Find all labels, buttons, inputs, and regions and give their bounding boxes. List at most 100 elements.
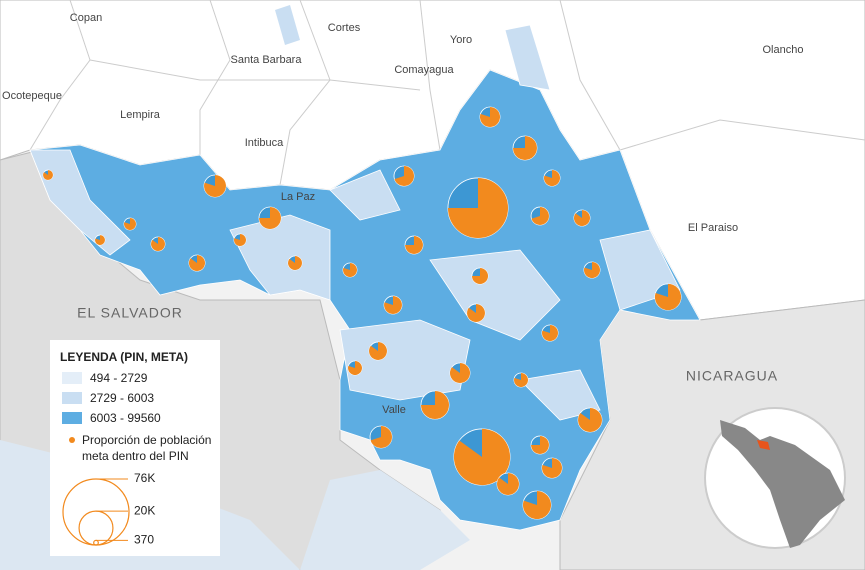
pie-slice [541, 324, 559, 342]
legend-label: meta dentro del PIN [82, 449, 189, 463]
department-borders [29, 0, 865, 186]
pie-slice [394, 165, 415, 187]
pie [258, 206, 282, 230]
place-label: Intibuca [245, 137, 284, 149]
pie [654, 283, 682, 311]
legend-size-label: 20K [134, 503, 155, 517]
place-labels: Copan Cortes Yoro Olancho Santa Barbara … [2, 12, 803, 416]
pie [383, 295, 403, 315]
pie [347, 360, 363, 376]
pie [150, 236, 166, 252]
pie-slice [543, 169, 561, 187]
legend-size-label: 370 [134, 533, 154, 547]
pie [577, 407, 603, 433]
pie [530, 206, 550, 226]
place-label: Cortes [328, 22, 361, 34]
pie-slice [384, 296, 402, 314]
pie [393, 165, 415, 187]
pie-slice [234, 234, 246, 246]
pie [42, 169, 54, 181]
legend-dot [69, 437, 75, 443]
legend-title: LEYENDA (PIN, META) [60, 350, 188, 364]
place-label: Valle [382, 404, 406, 416]
pie [522, 490, 552, 520]
place-label: Lempira [120, 109, 161, 121]
pie-slice [420, 390, 450, 420]
place-label: Ocotepeque [2, 90, 62, 102]
pie-slice [95, 235, 105, 245]
pie [543, 169, 561, 187]
pie-slice [578, 408, 602, 432]
pie [479, 106, 501, 128]
pie-slice [449, 362, 471, 384]
pie-slice [343, 263, 357, 277]
pie [583, 261, 601, 279]
pie [404, 235, 424, 255]
pie [342, 262, 358, 278]
pie [453, 428, 511, 486]
pie [233, 233, 247, 247]
pie [496, 472, 520, 496]
pie-slice [453, 428, 511, 486]
pie-slice [370, 426, 392, 448]
pie-slice [583, 261, 601, 279]
pie [420, 390, 450, 420]
pie [94, 234, 106, 246]
country-label: NICARAGUA [686, 368, 778, 384]
pie [530, 435, 550, 455]
pie [123, 217, 137, 231]
legend: LEYENDA (PIN, META) 494 - 2729 2729 - 60… [50, 340, 220, 556]
pie [471, 267, 489, 285]
pie [368, 341, 388, 361]
pie-slice [204, 175, 226, 197]
pie-slice [43, 170, 53, 180]
pie-slice [573, 209, 591, 227]
pie-slice [654, 283, 682, 311]
legend-swatch [62, 372, 82, 384]
pie-slice [348, 361, 362, 375]
pie [188, 254, 206, 272]
pie-slice [513, 136, 537, 160]
pie [541, 324, 559, 342]
pie [573, 209, 591, 227]
legend-label: 494 - 2729 [90, 371, 148, 385]
country-label: EL SALVADOR [77, 305, 183, 321]
pie-slice [259, 207, 281, 229]
pie-slice [369, 342, 387, 360]
pies [42, 106, 682, 520]
pie [449, 362, 471, 384]
region-high [29, 69, 701, 531]
legend-swatch [62, 412, 82, 424]
place-label: El Paraiso [688, 222, 738, 234]
gulf [300, 470, 470, 570]
pie-slice [497, 473, 519, 495]
pie [512, 135, 538, 161]
place-label: Comayagua [394, 64, 454, 76]
pie-slice [541, 457, 563, 479]
pie [287, 255, 303, 271]
place-label: Santa Barbara [231, 54, 303, 66]
place-label: La Paz [281, 191, 315, 203]
pie [466, 303, 486, 323]
legend-label: Proporción de población [82, 433, 211, 447]
pie-slice [531, 207, 549, 225]
pie-slice [471, 267, 489, 285]
place-label: Yoro [450, 34, 472, 46]
legend-label: 6003 - 99560 [90, 411, 161, 425]
pie-slice [124, 218, 136, 230]
pie [203, 174, 227, 198]
legend-sizes: 76K 20K 370 [62, 471, 155, 547]
pie-slice [447, 177, 509, 239]
legend-size-label: 76K [134, 471, 155, 485]
pie-slice [467, 304, 485, 322]
pie-slice [188, 254, 206, 272]
pie-slice [522, 490, 552, 520]
lake [275, 5, 300, 45]
pie-slice [514, 373, 528, 387]
place-label: Copan [70, 12, 102, 24]
pie-slice [151, 237, 165, 251]
inset [704, 407, 846, 549]
pie-slice [288, 256, 302, 270]
pie [447, 177, 509, 239]
